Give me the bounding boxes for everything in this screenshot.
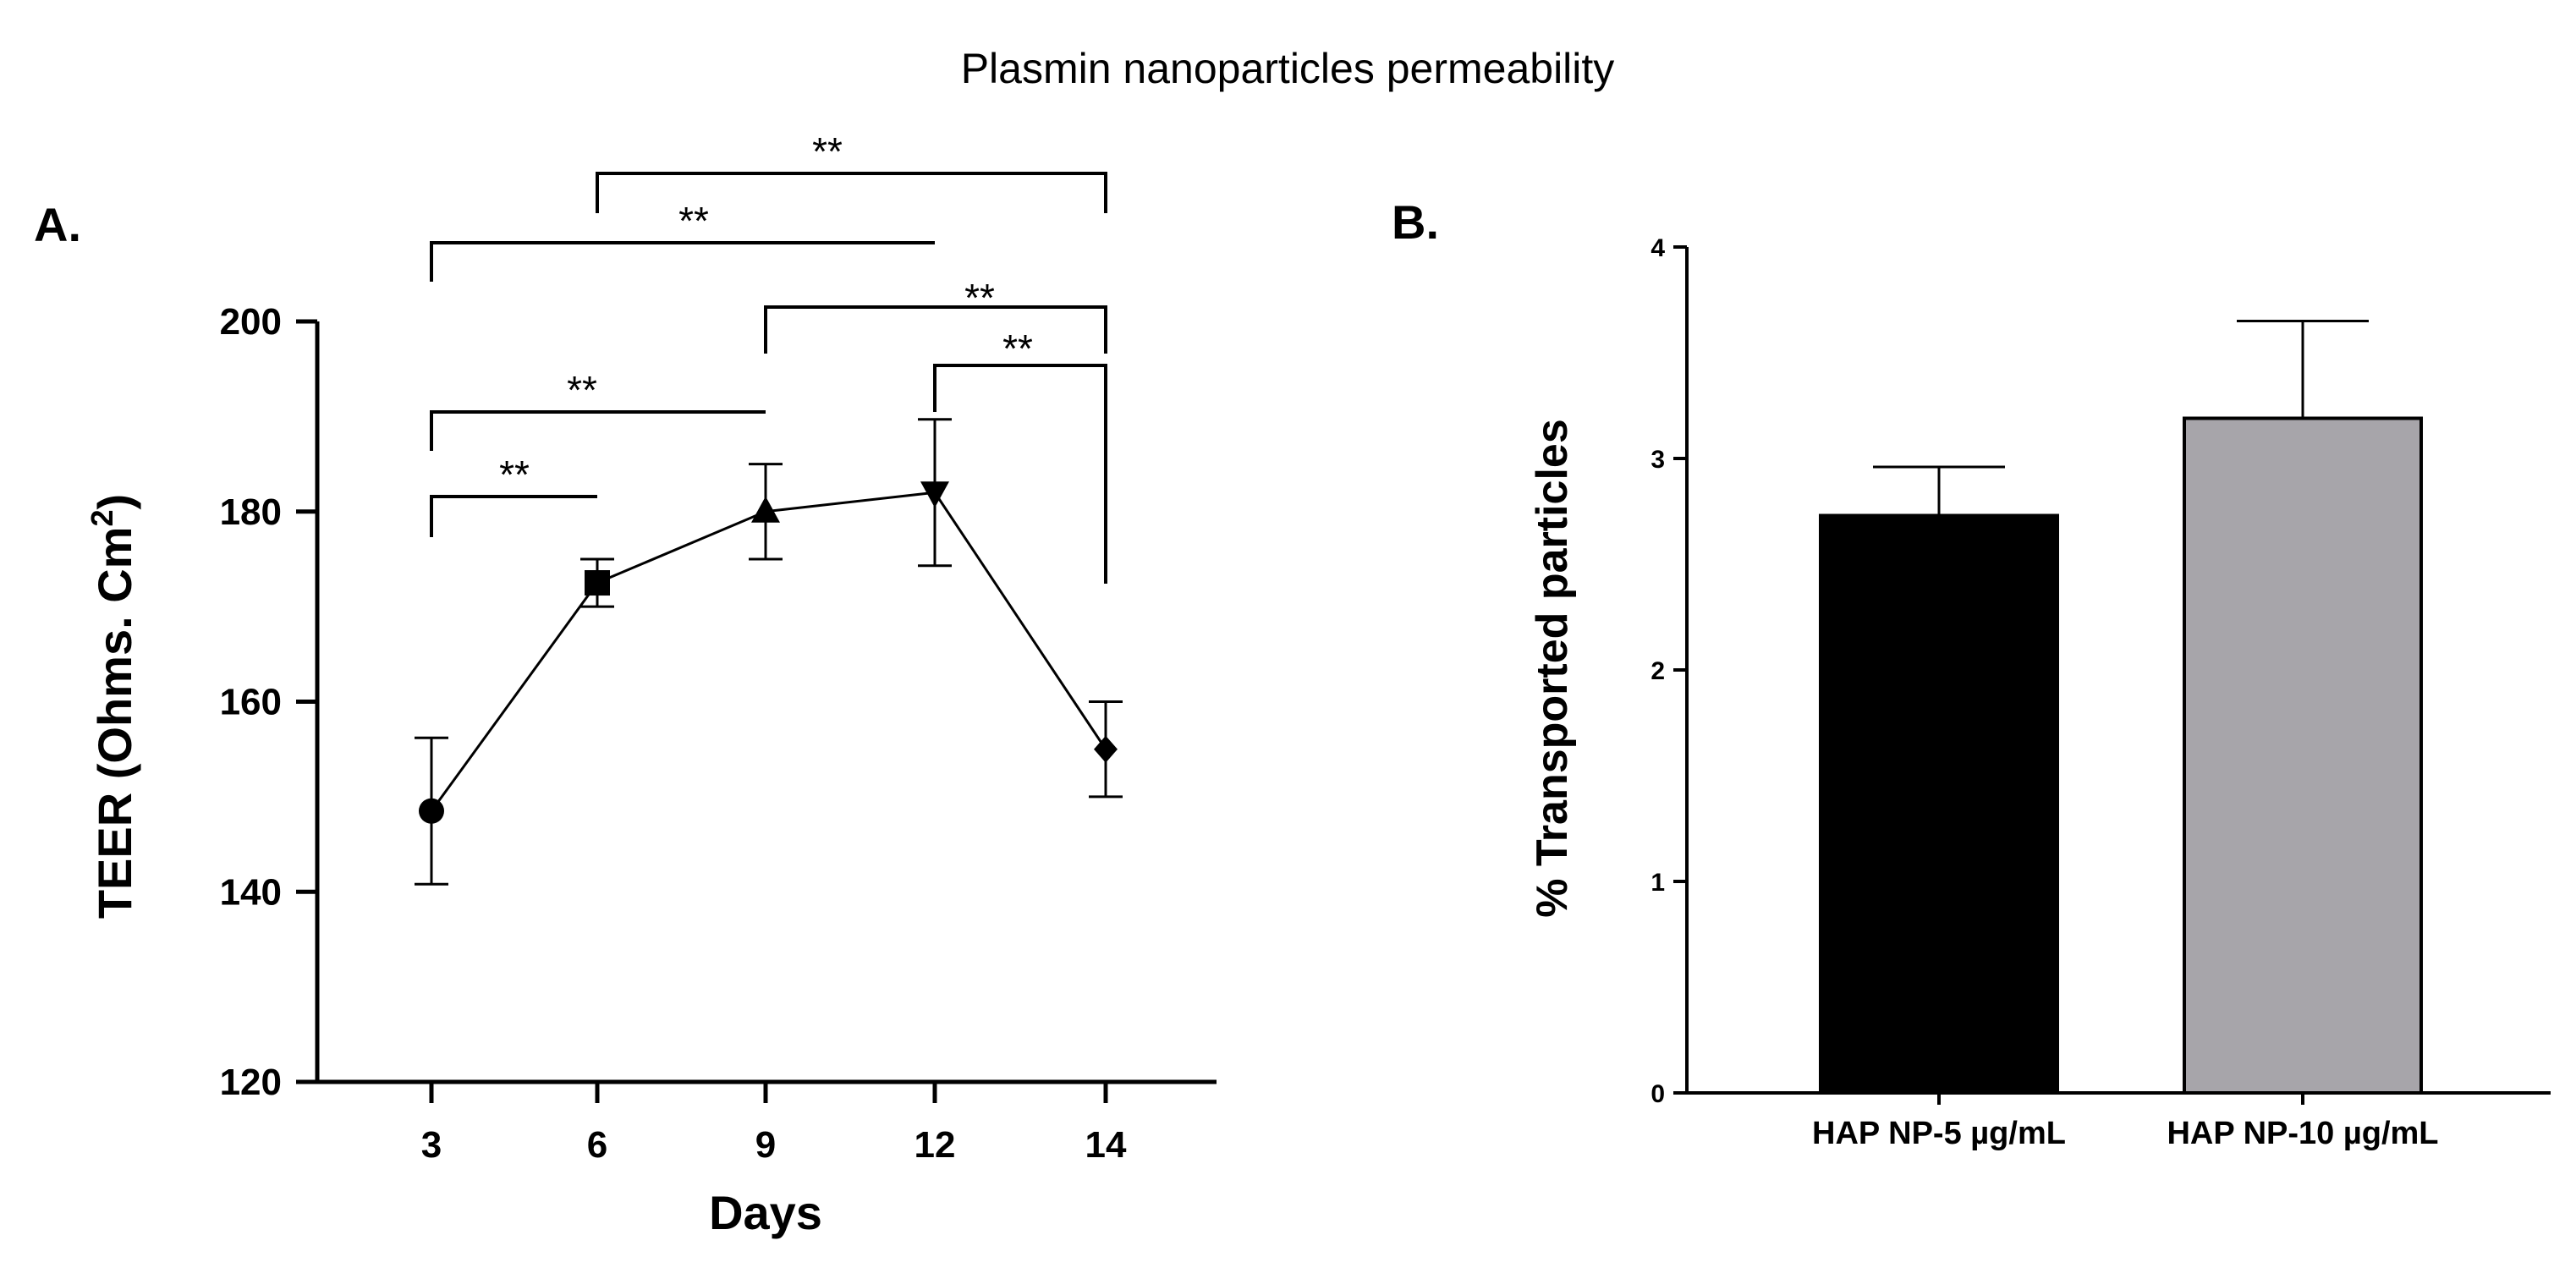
y-axis-title: TEER (Ohms. Cm2) xyxy=(85,494,141,919)
significance-label: ** xyxy=(964,276,995,320)
data-point xyxy=(419,798,444,824)
y-tick-label: 120 xyxy=(220,1062,282,1103)
y-tick-label: 0 xyxy=(1651,1080,1665,1108)
significance-brackets: ************ xyxy=(430,129,1107,584)
x-tick-label: 9 xyxy=(755,1124,776,1166)
panel-b: B. 0 1 2 3 4 HAP NP-5 µg/mL HAP NP-10 µg/mL %… xyxy=(1392,195,2551,1151)
data-point xyxy=(585,570,610,596)
data-point xyxy=(751,496,780,523)
significance-label: ** xyxy=(499,453,530,497)
y-tick-label: 180 xyxy=(220,491,282,533)
data-point xyxy=(1094,735,1118,763)
x-tick-label: 14 xyxy=(1085,1124,1127,1166)
significance-bracket xyxy=(430,495,597,537)
y-axis-title: % Transported particles xyxy=(1528,419,1577,918)
x-category-label: HAP NP-5 µg/mL xyxy=(1812,1116,2066,1151)
bar xyxy=(1819,513,2059,1095)
panel-a-label: A. xyxy=(34,198,81,251)
x-category-label: HAP NP-10 µg/mL xyxy=(2167,1116,2438,1151)
panel-b-label: B. xyxy=(1392,195,1439,249)
x-tick-label: 12 xyxy=(915,1124,956,1166)
y-axis-ticks: 120 140 160 180 200 xyxy=(220,301,317,1103)
data-point xyxy=(920,481,949,508)
teer-series xyxy=(415,418,1123,886)
bar xyxy=(2183,416,2423,1095)
y-axis-ticks: 0 1 2 3 4 xyxy=(1651,234,1687,1108)
significance-bracket xyxy=(596,172,1107,213)
figure-title: Plasmin nanoparticles permeability xyxy=(961,45,1615,92)
y-tick-label: 200 xyxy=(220,301,282,343)
y-tick-label: 4 xyxy=(1651,234,1665,262)
x-tick-label: 3 xyxy=(421,1124,442,1166)
significance-label: ** xyxy=(678,199,709,243)
x-axis-ticks: 3 6 9 12 14 xyxy=(421,1082,1127,1166)
significance-label: ** xyxy=(812,129,843,173)
significance-bracket xyxy=(430,410,766,451)
y-tick-label: 140 xyxy=(220,871,282,913)
significance-label: ** xyxy=(1002,327,1033,371)
bars xyxy=(1819,320,2423,1095)
significance-bracket xyxy=(933,364,1107,584)
y-tick-label: 2 xyxy=(1651,657,1665,685)
x-tick-label: 6 xyxy=(587,1124,607,1166)
significance-bracket xyxy=(430,241,935,282)
significance-label: ** xyxy=(567,368,597,412)
x-axis-title: Days xyxy=(709,1186,822,1239)
y-tick-label: 3 xyxy=(1651,446,1665,474)
series-line xyxy=(430,491,1107,812)
y-tick-label: 1 xyxy=(1651,869,1665,897)
y-tick-label: 160 xyxy=(220,682,282,723)
significance-bracket xyxy=(764,305,1107,354)
x-axis-categories: HAP NP-5 µg/mL HAP NP-10 µg/mL xyxy=(1812,1093,2439,1151)
